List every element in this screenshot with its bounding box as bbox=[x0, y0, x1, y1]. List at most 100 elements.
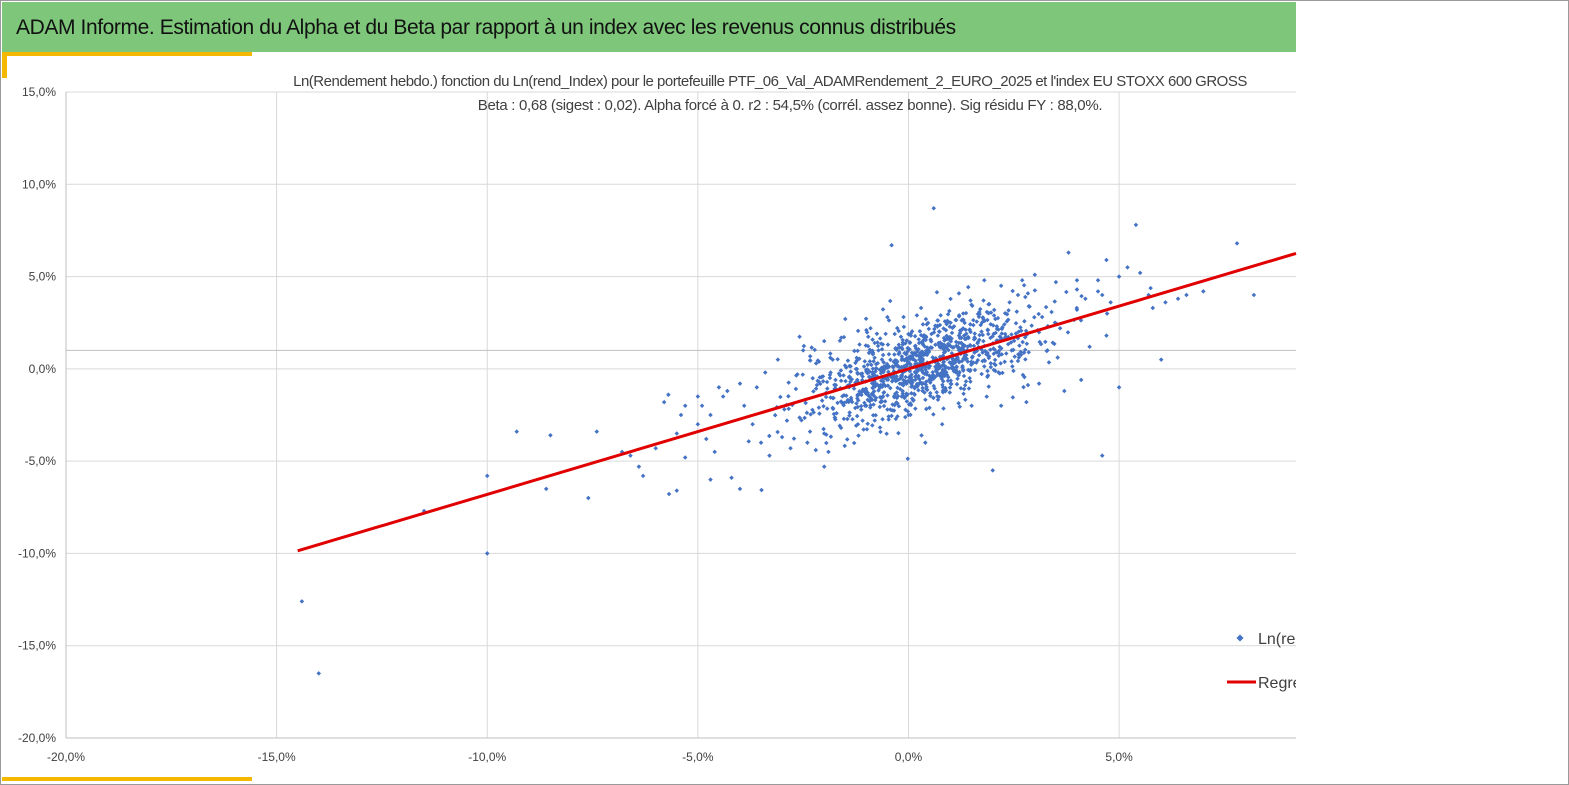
scatter-point bbox=[861, 364, 867, 369]
scatter-point bbox=[881, 360, 886, 365]
scatter-point bbox=[920, 375, 926, 381]
scatter-point bbox=[923, 397, 928, 403]
scatter-point bbox=[921, 333, 927, 338]
scatter-point bbox=[746, 439, 751, 444]
scatter-point bbox=[909, 390, 914, 396]
scatter-point bbox=[838, 368, 844, 373]
scatter-point bbox=[812, 347, 817, 353]
scatter-point bbox=[865, 362, 870, 368]
scatter-point bbox=[866, 350, 872, 356]
scatter-point bbox=[885, 364, 890, 370]
scatter-point bbox=[912, 333, 918, 339]
scatter-point bbox=[877, 336, 883, 341]
x-tick-label: -5,0% bbox=[682, 750, 714, 764]
scatter-point bbox=[1012, 354, 1017, 359]
scatter-point bbox=[678, 412, 684, 418]
scatter-point bbox=[824, 440, 829, 446]
scatter-point bbox=[879, 357, 885, 362]
scatter-point bbox=[1074, 278, 1080, 283]
scatter-point bbox=[985, 317, 990, 323]
y-tick-label: -20,0% bbox=[18, 731, 56, 745]
scatter-point bbox=[850, 416, 855, 422]
scatter-point bbox=[853, 366, 859, 372]
scatter-point bbox=[963, 397, 968, 403]
scatter-point bbox=[923, 440, 928, 445]
scatter-point bbox=[971, 343, 977, 349]
scatter-point bbox=[861, 387, 867, 393]
scatter-point bbox=[1044, 348, 1049, 354]
scatter-point bbox=[1043, 339, 1048, 345]
scatter-point bbox=[880, 417, 885, 422]
scatter-point bbox=[885, 407, 890, 412]
scatter-point bbox=[695, 394, 701, 399]
scatter-point bbox=[963, 310, 969, 316]
scatter-point bbox=[316, 671, 322, 676]
scatter-point bbox=[974, 319, 980, 324]
scatter-point bbox=[867, 405, 873, 410]
accent-bar-left bbox=[2, 52, 7, 78]
scatter-point bbox=[998, 403, 1004, 409]
scatter-point bbox=[896, 430, 901, 436]
scatter-point bbox=[971, 360, 976, 365]
scatter-point bbox=[821, 426, 826, 432]
y-tick-label: 5,0% bbox=[29, 270, 57, 284]
scatter-point bbox=[543, 486, 549, 492]
scatter-point bbox=[1022, 318, 1027, 324]
scatter-points bbox=[299, 206, 1257, 676]
scatter-point bbox=[870, 412, 876, 418]
scatter-point bbox=[1158, 357, 1164, 362]
scatter-point bbox=[826, 449, 831, 455]
scatter-point bbox=[981, 338, 986, 344]
scatter-point bbox=[628, 453, 633, 458]
scatter-point bbox=[841, 400, 847, 406]
scatter-point bbox=[962, 356, 968, 362]
scatter-point bbox=[856, 433, 861, 438]
scatter-point bbox=[843, 316, 848, 322]
scatter-point bbox=[924, 406, 929, 412]
scatter-point bbox=[980, 332, 986, 338]
scatter-point bbox=[514, 429, 519, 434]
scatter-point bbox=[920, 340, 925, 346]
scatter-point bbox=[864, 427, 870, 432]
scatter-point bbox=[484, 551, 490, 556]
scatter-point bbox=[924, 387, 930, 393]
scatter-point bbox=[972, 350, 977, 355]
scatter-point bbox=[1053, 279, 1059, 285]
scatter-point bbox=[913, 358, 918, 364]
scatter-point bbox=[862, 403, 868, 408]
scatter-point bbox=[1013, 320, 1019, 326]
scatter-point bbox=[881, 364, 887, 369]
scatter-point bbox=[816, 405, 822, 410]
scatter-point bbox=[810, 375, 815, 381]
scatter-point bbox=[998, 361, 1003, 366]
scatter-point bbox=[813, 361, 819, 366]
scatter-point bbox=[808, 358, 813, 363]
scatter-point bbox=[820, 379, 826, 384]
scatter-point bbox=[894, 363, 900, 369]
scatter-point bbox=[1057, 325, 1063, 331]
scatter-point bbox=[828, 351, 833, 356]
x-tick-label: 0,0% bbox=[895, 750, 923, 764]
scatter-point bbox=[837, 423, 843, 429]
scatter-point bbox=[941, 406, 946, 411]
scatter-point bbox=[865, 343, 871, 349]
scatter-point bbox=[879, 399, 884, 405]
scatter-point bbox=[956, 313, 962, 318]
scatter-point bbox=[982, 358, 988, 364]
scatter-point bbox=[824, 432, 829, 437]
scatter-point bbox=[1095, 278, 1101, 283]
scatter-point bbox=[996, 327, 1001, 332]
scatter-point bbox=[929, 331, 934, 337]
scatter-point bbox=[867, 399, 872, 404]
scatter-point bbox=[961, 368, 966, 373]
scatter-point bbox=[982, 278, 987, 283]
scatter-point bbox=[909, 396, 915, 401]
scatter-point bbox=[926, 349, 932, 355]
scatter-point bbox=[854, 401, 859, 406]
scatter-point bbox=[758, 440, 764, 445]
scatter-point bbox=[900, 346, 905, 352]
scatter-point bbox=[594, 429, 600, 434]
scatter-point bbox=[877, 425, 883, 430]
scatter-point bbox=[988, 335, 993, 341]
scatter-point bbox=[930, 369, 935, 375]
